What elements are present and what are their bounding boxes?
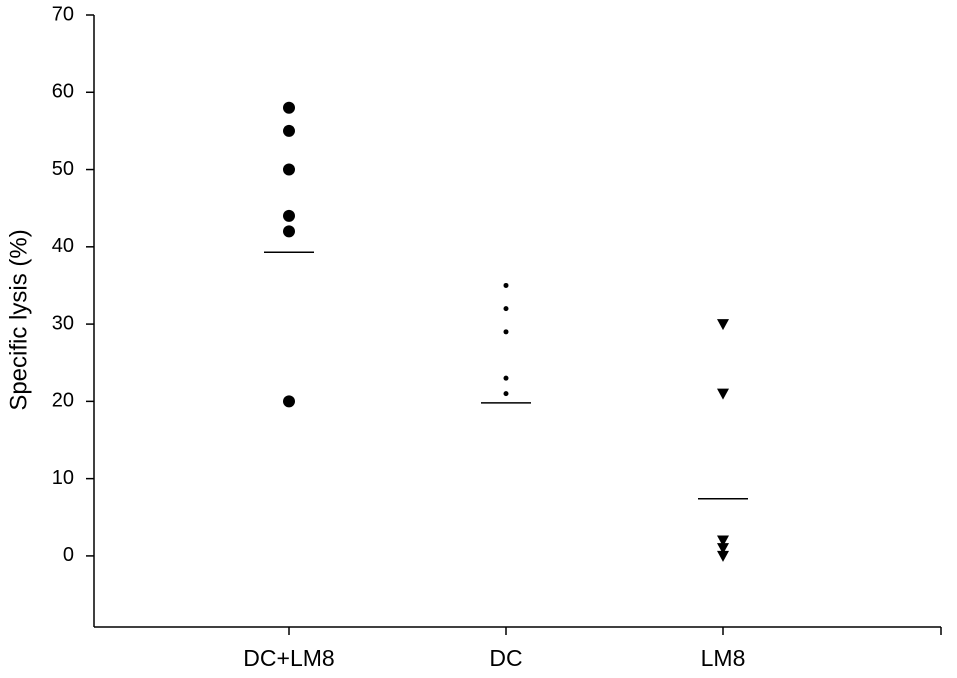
y-tick-label: 0 (63, 544, 74, 566)
x-tick-label: DC (489, 645, 522, 671)
point (283, 395, 295, 408)
y-axis-label: Specific lysis (%) (5, 229, 32, 410)
point (283, 209, 295, 222)
y-tick-label: 30 (52, 312, 74, 334)
x-tick-label: LM8 (701, 645, 746, 671)
x-tick-label: DC+LM8 (243, 645, 334, 671)
point (503, 375, 509, 381)
point (503, 391, 509, 397)
point (717, 550, 729, 562)
y-tick-label: 50 (52, 158, 74, 180)
point (717, 388, 729, 400)
point (283, 225, 295, 238)
y-tick-label: 60 (52, 81, 74, 103)
y-tick-label: 10 (52, 467, 74, 489)
point (503, 329, 509, 335)
point (503, 306, 509, 312)
point (283, 101, 295, 114)
point (717, 543, 729, 555)
y-tick-label: 40 (52, 235, 74, 257)
y-tick-label: 70 (52, 3, 74, 25)
point (717, 319, 729, 331)
point (283, 124, 295, 137)
point (503, 282, 509, 288)
y-tick-label: 20 (52, 390, 74, 412)
point (283, 163, 295, 176)
point (717, 535, 729, 547)
